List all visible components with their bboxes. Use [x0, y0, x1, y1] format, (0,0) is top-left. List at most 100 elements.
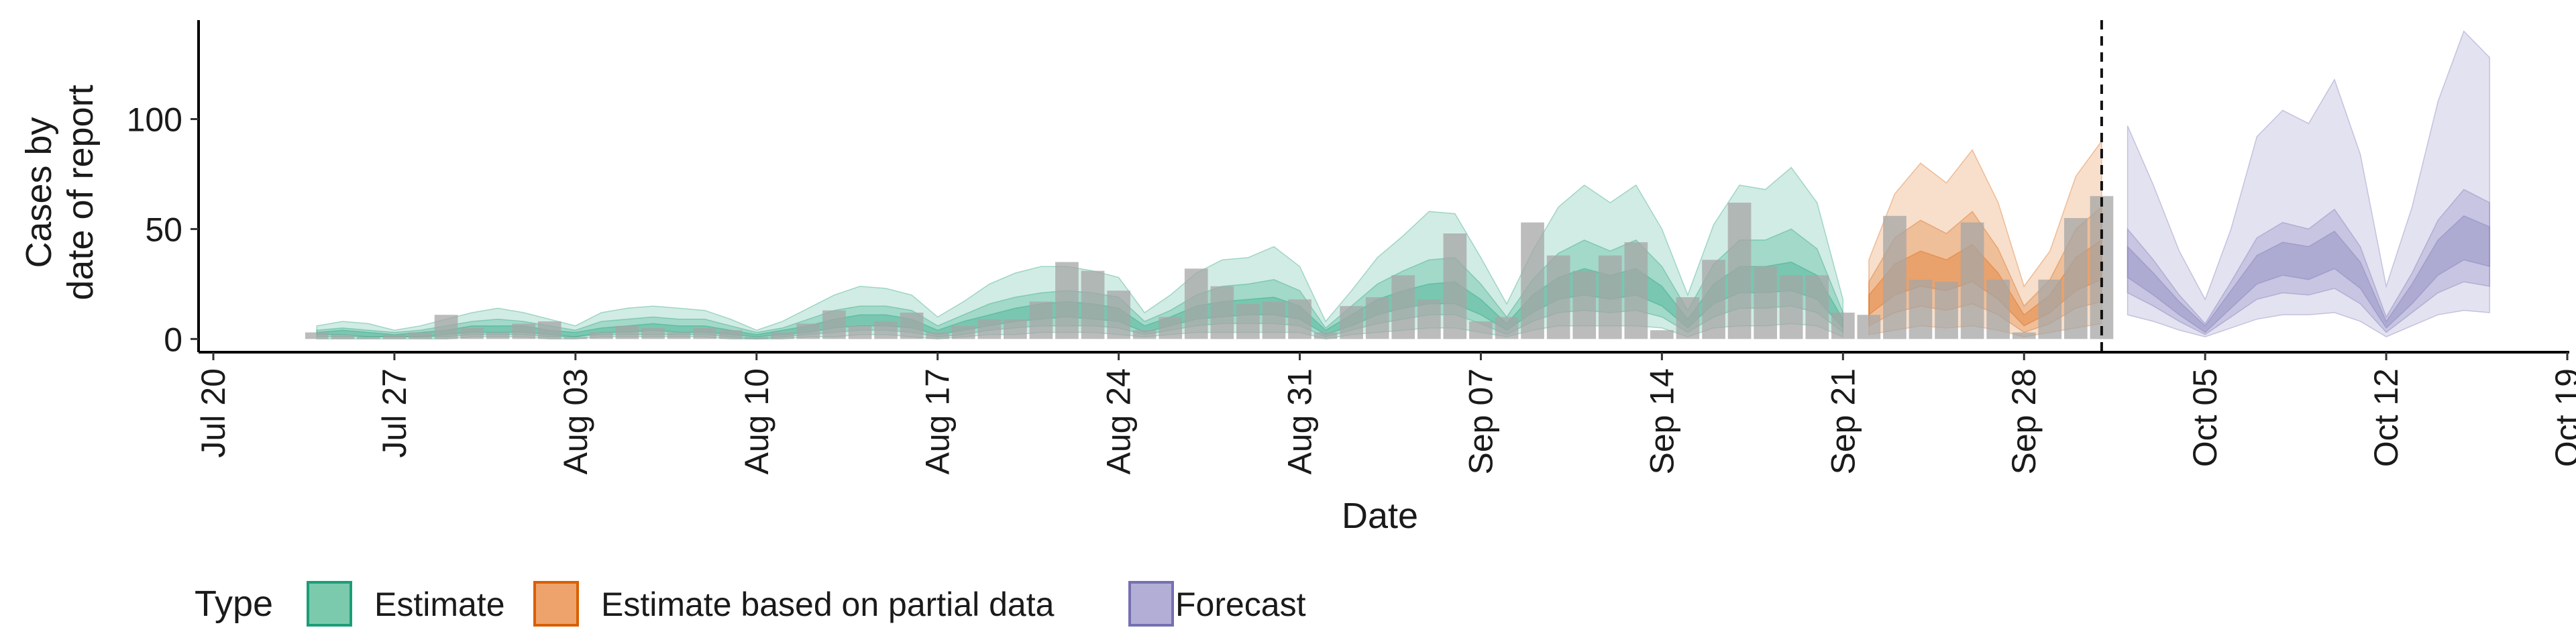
observed-bar-2020-08-17	[926, 332, 949, 339]
observed-bar-2020-08-22	[1055, 262, 1079, 339]
x-tick-label: Oct 12	[2367, 368, 2405, 467]
observed-bar-2020-08-12	[796, 323, 820, 339]
observed-bar-2020-08-07	[667, 332, 691, 339]
observed-bar-2020-09-28	[2012, 332, 2036, 339]
x-tick-label: Jul 20	[195, 368, 232, 458]
observed-bar-2020-08-31	[1288, 299, 1311, 339]
observed-bar-2020-08-24	[1107, 290, 1130, 339]
observed-bar-2020-09-19	[1779, 275, 1803, 339]
axes-layer: 0 50 100 Jul 20 Jul 27 Aug 03 Aug 10 Aug 17 Aug …	[127, 20, 2576, 474]
observed-bar-2020-08-04	[590, 332, 613, 339]
x-axis-title: Date	[1342, 496, 1418, 536]
observed-bar-2020-09-13	[1624, 242, 1648, 339]
legend-key-estimate	[307, 581, 352, 627]
observed-bar-2020-09-17	[1727, 203, 1752, 339]
observed-bar-2020-08-29	[1236, 303, 1260, 339]
observed-bar-2020-08-16	[900, 313, 924, 339]
x-tick-label: Sep 07	[1462, 368, 1500, 474]
observed-bar-2020-09-08	[1495, 317, 1519, 339]
x-tick-label: Sep 28	[2005, 368, 2043, 474]
observed-bar-2020-08-08	[693, 327, 716, 339]
observed-bar-2020-09-07	[1469, 321, 1493, 339]
observed-bar-2020-09-06	[1443, 233, 1467, 339]
x-tick-label: Oct 05	[2186, 368, 2224, 467]
x-tick-label: Sep 21	[1824, 368, 1862, 474]
x-tick-label: Aug 10	[738, 368, 775, 474]
observed-bar-2020-08-25	[1132, 330, 1157, 339]
observed-bars-layer	[305, 196, 2114, 339]
observed-bar-2020-07-26	[357, 337, 380, 339]
observed-bar-2020-08-13	[822, 310, 846, 339]
observed-bar-2020-09-01	[1313, 332, 1338, 339]
observed-bar-2020-07-27	[382, 334, 407, 339]
x-tick-label: Jul 27	[376, 368, 413, 458]
forecast-mid-ribbon	[2127, 189, 2491, 335]
observed-bar-2020-07-25	[331, 334, 355, 339]
x-tick-label: Aug 31	[1281, 368, 1319, 474]
observed-bar-2020-08-26	[1159, 317, 1183, 339]
y-tick-label: 100	[127, 101, 182, 139]
x-tick-label: Sep 14	[1643, 368, 1680, 474]
y-axis-title-line-1: Cases by	[19, 117, 59, 268]
legend-label-partial: Estimate based on partial data	[601, 586, 1055, 623]
observed-bar-2020-09-24	[1909, 279, 1933, 339]
y-axis-title-line-2: date of report	[60, 85, 101, 300]
observed-bar-2020-09-11	[1572, 270, 1597, 339]
observed-bar-2020-08-28	[1210, 286, 1234, 339]
observed-bar-2020-08-19	[977, 319, 1002, 339]
observed-bar-2020-08-30	[1262, 301, 1286, 339]
observed-bar-2020-07-29	[434, 315, 458, 339]
legend-label-estimate: Estimate	[374, 586, 505, 623]
observed-bar-2020-09-12	[1598, 255, 1622, 339]
observed-bar-2020-09-20	[1805, 275, 1829, 339]
series-forecast	[2127, 30, 2491, 337]
observed-bar-2020-08-11	[771, 332, 794, 339]
observed-bar-2020-08-10	[745, 337, 769, 339]
observed-bar-2020-09-23	[1883, 215, 1907, 339]
observed-bar-2020-08-09	[718, 330, 743, 339]
x-tick-label: Aug 17	[919, 368, 957, 474]
forecast-outer-ribbon	[2127, 30, 2491, 337]
observed-bar-2020-08-23	[1081, 270, 1105, 339]
legend: Type Estimate Estimate based on partial …	[195, 581, 1306, 627]
observed-bar-2020-09-26	[1960, 222, 1984, 339]
observed-bar-2020-07-28	[409, 332, 432, 339]
observed-bar-2020-09-14	[1650, 330, 1674, 339]
y-tick-label: 50	[145, 211, 182, 248]
observed-bar-2020-09-29	[2038, 279, 2062, 339]
y-tick-label: 0	[164, 321, 182, 358]
observed-bar-2020-08-14	[848, 325, 872, 339]
legend-key-forecast	[1128, 581, 1174, 627]
observed-bar-2020-07-24	[305, 332, 329, 339]
observed-bar-2020-09-21	[1831, 313, 1855, 339]
x-tick-label: Oct 19	[2548, 368, 2576, 467]
observed-bar-2020-09-18	[1754, 266, 1777, 339]
observed-bar-2020-08-05	[615, 325, 639, 339]
observed-bar-2020-09-22	[1857, 315, 1881, 339]
observed-bar-2020-08-01	[512, 323, 536, 339]
observed-bar-2020-08-27	[1184, 268, 1208, 339]
observed-bar-2020-08-02	[537, 321, 561, 339]
observed-bar-2020-07-31	[486, 332, 510, 339]
observed-bar-2020-09-15	[1676, 297, 1700, 339]
x-tick-label: Aug 03	[557, 368, 594, 474]
forecast-inner-ribbon	[2127, 215, 2491, 333]
observed-bar-2020-09-05	[1417, 299, 1441, 339]
observed-bar-2020-08-20	[1004, 319, 1027, 339]
legend-key-partial	[533, 581, 579, 627]
observed-bar-2020-09-27	[1986, 279, 2010, 339]
observed-bar-2020-08-15	[874, 321, 898, 339]
observed-bar-2020-08-06	[641, 327, 665, 339]
observed-bar-2020-08-18	[951, 325, 975, 339]
observed-bar-2020-09-04	[1391, 275, 1415, 339]
observed-bar-2020-09-25	[1935, 282, 1958, 339]
legend-label-forecast: Forecast	[1175, 586, 1306, 623]
x-tick-label: Aug 24	[1100, 368, 1138, 474]
observed-bar-2020-08-21	[1029, 301, 1053, 339]
legend-title: Type	[195, 584, 273, 624]
observed-bar-2020-09-03	[1365, 297, 1389, 339]
observed-bar-2020-09-16	[1702, 260, 1725, 339]
observed-bar-2020-09-09	[1521, 222, 1544, 339]
observed-bar-2020-07-30	[460, 327, 484, 339]
